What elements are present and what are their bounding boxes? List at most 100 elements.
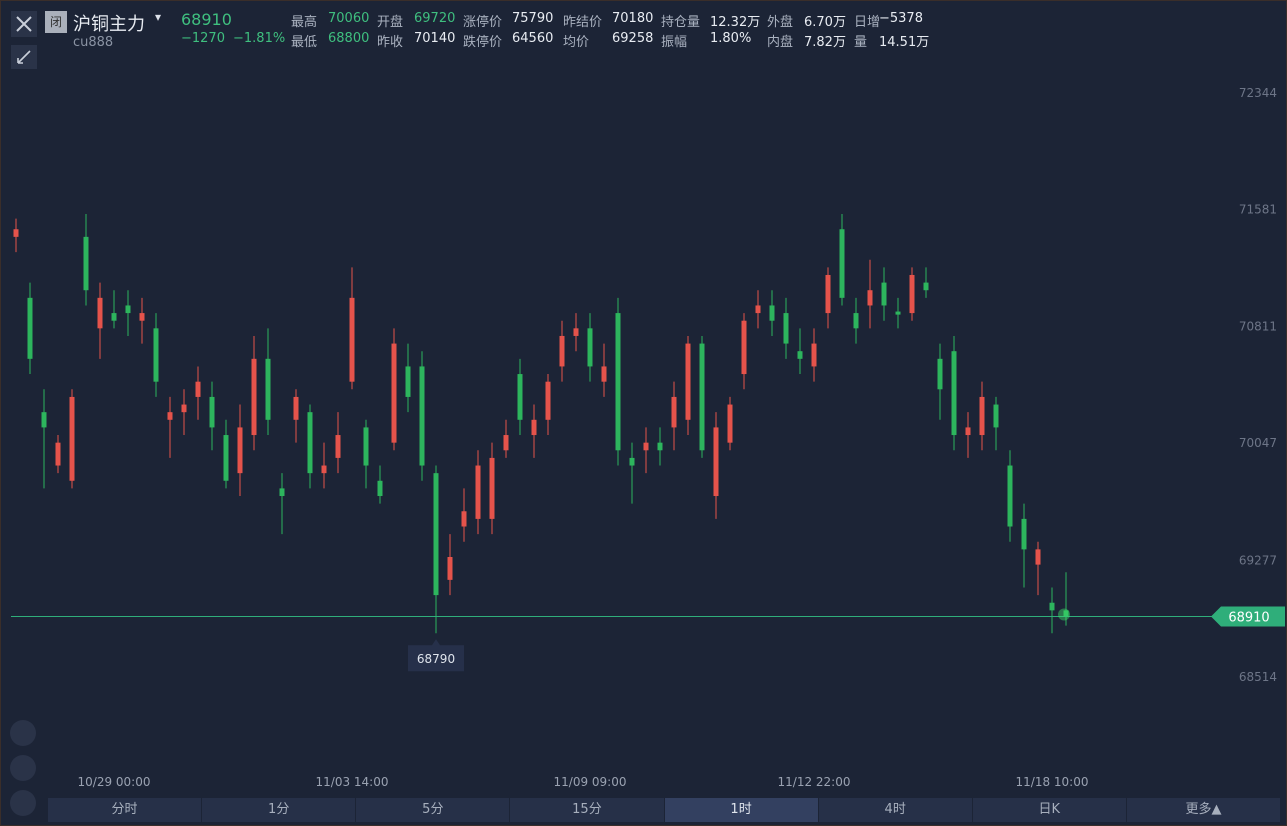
candle-body [979, 396, 985, 436]
y-tick-label: 70811 [1239, 320, 1277, 334]
tab[interactable]: 1分 [202, 798, 356, 822]
stat-value: 12.32万 [710, 15, 761, 30]
candle-body [671, 396, 677, 428]
tab[interactable]: 5分 [356, 798, 510, 822]
candle-body [657, 442, 663, 451]
stat-label: 开盘 [377, 15, 404, 30]
last-price-tag [1211, 606, 1285, 627]
candle-body [1049, 602, 1055, 611]
candle-body [965, 427, 971, 436]
close-button[interactable] [11, 11, 37, 37]
candle-body [825, 274, 831, 314]
close-icon [16, 16, 32, 32]
tab[interactable]: 更多▲ [1126, 798, 1280, 822]
stat-label: 涨停价 [463, 15, 503, 30]
stat-value: 75790 [512, 11, 554, 26]
candle-body [293, 396, 299, 420]
y-tick-label: 72344 [1239, 86, 1277, 100]
x-tick-label: 11/09 09:00 [554, 775, 627, 789]
candle-body [55, 442, 61, 466]
dropdown-arrow[interactable]: ▾ [155, 10, 162, 24]
candle-body [433, 473, 439, 596]
candle-body [139, 313, 145, 321]
stat-value: 70180 [612, 11, 654, 26]
tab[interactable]: 分时 [48, 798, 202, 822]
stat-value: −5378 [879, 11, 923, 26]
candle-body [349, 297, 355, 382]
stat-value: 69258 [612, 31, 654, 46]
candle-body [13, 229, 19, 237]
candle-body [769, 305, 775, 321]
candle-body [853, 313, 859, 329]
x-tick-label: 10/29 00:00 [78, 775, 151, 789]
candle-body [307, 412, 313, 474]
tab[interactable]: 日K [972, 798, 1126, 822]
collapse-icon [17, 50, 31, 64]
candle-body [615, 313, 621, 451]
candle-body [685, 343, 691, 420]
stat-value: 69720 [414, 11, 456, 26]
candle-body [727, 404, 733, 443]
stat-label: 跌停价 [463, 35, 503, 50]
candle-body [475, 465, 481, 519]
stat-label: 日增 [854, 15, 881, 30]
collapse-button[interactable] [11, 45, 37, 69]
candle-body [461, 511, 467, 527]
last-price: 68910 [181, 10, 232, 29]
candle-body [909, 274, 915, 314]
stat-value: 7.82万 [804, 35, 846, 50]
candle-body [97, 297, 103, 329]
stat-label: 振幅 [661, 35, 688, 50]
candle-body [993, 404, 999, 428]
symbol-name[interactable]: 沪铜主力 [73, 14, 145, 35]
candle-body [573, 328, 579, 336]
candle-body [1007, 465, 1013, 527]
candle-body [923, 282, 929, 291]
candle-body [363, 427, 369, 466]
candle-body [839, 229, 845, 298]
candle-body [629, 457, 635, 466]
candle-body [209, 396, 215, 428]
candle-body [489, 457, 495, 519]
indicator-button[interactable] [10, 790, 36, 816]
candle-body [405, 366, 411, 397]
candle-body [601, 366, 607, 382]
tab[interactable]: 1时 [664, 798, 818, 822]
change: −1270 [181, 31, 225, 46]
stat-label: 最低 [291, 35, 318, 50]
low-callout [408, 639, 464, 672]
last-price-glow [1058, 608, 1070, 621]
candle-body [713, 427, 719, 497]
stat-label: 外盘 [767, 15, 794, 30]
candle-body [27, 297, 33, 359]
y-tick-label: 70047 [1239, 436, 1277, 450]
y-tick-label: 69277 [1239, 554, 1277, 568]
candle-body [517, 374, 523, 420]
change-pct: −1.81% [233, 31, 286, 46]
x-tick-label: 11/03 14:00 [316, 775, 389, 789]
stat-value: 6.70万 [804, 15, 846, 30]
candle-body [1063, 610, 1069, 617]
candle-body [419, 366, 425, 466]
symbol-code: cu888 [73, 35, 114, 50]
candle-body [195, 381, 201, 397]
stat-label: 内盘 [767, 35, 794, 50]
candle-body [69, 396, 75, 481]
tool-button[interactable] [10, 720, 36, 746]
candle-body [83, 236, 89, 291]
draw-button[interactable] [10, 755, 36, 781]
stat-label: 持仓量 [661, 15, 701, 30]
candle-body [797, 351, 803, 359]
candle-body [335, 435, 341, 458]
candle-body [153, 328, 159, 382]
candle-body [895, 311, 901, 315]
candle-body [377, 480, 383, 497]
candle-body [937, 358, 943, 390]
status-badge: 闭 [45, 11, 67, 33]
candle-body [811, 343, 817, 367]
y-tick-label: 71581 [1239, 202, 1277, 216]
candle-body [755, 305, 761, 314]
tab[interactable]: 4时 [818, 798, 972, 822]
tab[interactable]: 15分 [510, 798, 664, 822]
